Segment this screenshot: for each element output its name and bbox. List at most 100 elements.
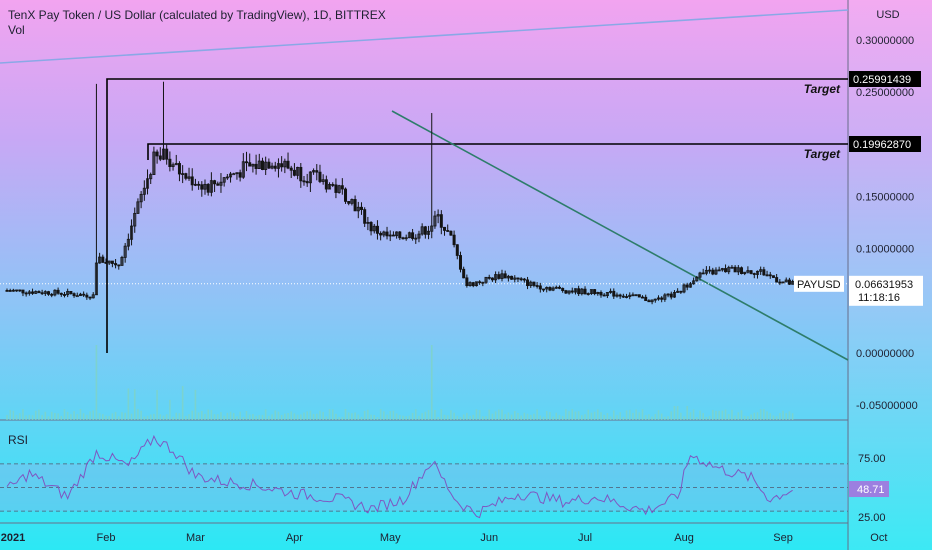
volume-bar <box>344 409 347 420</box>
volume-bar <box>756 412 759 420</box>
candle-body <box>586 293 590 295</box>
candle-body <box>717 269 721 272</box>
candle-body <box>296 166 300 176</box>
volume-bar <box>558 415 561 420</box>
volume-bar <box>450 410 452 420</box>
volume-bar <box>338 416 340 420</box>
candle-body <box>765 274 769 277</box>
price-tick-label: 0.00000000 <box>856 348 914 360</box>
candle-body <box>398 231 402 239</box>
candle-body <box>551 287 555 291</box>
volume-bar <box>577 411 580 420</box>
candle-body <box>733 266 737 273</box>
candle-body <box>130 225 134 240</box>
candle-body <box>209 180 213 193</box>
candle-body <box>596 291 600 295</box>
candle-body <box>676 290 680 293</box>
candle-body <box>628 294 632 297</box>
volume-bar <box>386 414 388 420</box>
candle-body <box>372 225 376 232</box>
volume-bar <box>574 411 577 420</box>
candle-body <box>567 290 571 294</box>
volume-bar <box>702 413 704 420</box>
candle-body <box>618 294 622 297</box>
volume-bar <box>117 416 120 420</box>
candle-body <box>513 277 517 280</box>
volume-bar <box>392 410 395 420</box>
candle-body <box>136 201 140 214</box>
volume-bar <box>354 412 356 420</box>
volume-bar <box>603 414 605 420</box>
volume-bar <box>287 413 289 420</box>
volume-bar <box>165 414 168 420</box>
volume-bar <box>456 415 459 420</box>
candle-body <box>701 272 705 275</box>
candle-body <box>353 199 357 212</box>
candle-body <box>289 167 293 171</box>
candle-body <box>439 214 443 228</box>
candle-body <box>564 290 568 294</box>
candle-body <box>462 268 466 279</box>
candle-body <box>762 269 766 276</box>
volume-bar <box>721 410 724 420</box>
candle-body <box>56 289 60 294</box>
volume-bar <box>137 409 139 420</box>
volume-bar <box>306 411 308 420</box>
volume-bar <box>271 414 273 420</box>
trendline <box>391 110 849 361</box>
volume-bar <box>111 413 114 420</box>
volume-bar <box>395 413 398 420</box>
volume-bar <box>159 414 162 420</box>
volume-bar <box>277 411 280 420</box>
rsi-tick-label: 25.00 <box>858 512 886 524</box>
candle-body <box>401 237 405 240</box>
candle-body <box>174 163 178 166</box>
volume-bar <box>373 415 376 420</box>
volume-bar <box>520 415 522 420</box>
drawing-lines[interactable]: Target Target <box>0 9 849 361</box>
volume-bar <box>664 416 666 420</box>
candle-body <box>583 288 587 295</box>
volume-bar <box>411 412 414 420</box>
volume-bar <box>341 416 344 420</box>
volume-bar <box>351 413 353 420</box>
volume-bar <box>236 416 238 420</box>
candle-body <box>260 160 264 170</box>
candle-body <box>152 151 156 175</box>
volume-bar <box>625 410 628 420</box>
candle-body <box>104 262 108 264</box>
candle-body <box>158 155 162 160</box>
volume-bar <box>223 415 225 420</box>
volume-bar <box>408 415 411 420</box>
candle-body <box>458 255 462 270</box>
symbol-tag-bg <box>794 275 844 292</box>
candle-body <box>784 279 788 283</box>
candle-body <box>324 179 328 190</box>
volume-bar <box>510 414 513 420</box>
volume-bar <box>95 345 98 420</box>
volume-bar <box>82 413 85 420</box>
volume-bar <box>261 414 264 420</box>
volume-bar <box>335 413 337 420</box>
candle-body <box>487 276 491 279</box>
candle-body <box>580 288 584 295</box>
candle-body <box>200 184 204 190</box>
volume-bar <box>363 410 366 420</box>
volume-bar <box>50 411 53 420</box>
volume-bar <box>213 414 216 420</box>
volume-bar <box>504 414 506 420</box>
candle-body <box>752 273 756 275</box>
candle-body <box>443 226 447 231</box>
candle-body <box>40 292 44 295</box>
volume-bar <box>667 416 669 420</box>
candle-body <box>155 151 159 157</box>
candle-body <box>407 232 411 239</box>
volume-bar <box>421 413 423 420</box>
volume-bar <box>414 409 417 420</box>
candle-body <box>123 245 127 258</box>
volume-bar <box>191 410 194 420</box>
candle-body <box>120 257 124 266</box>
candle-body <box>94 262 98 296</box>
candle-body <box>529 281 533 287</box>
candle-body <box>107 260 111 264</box>
